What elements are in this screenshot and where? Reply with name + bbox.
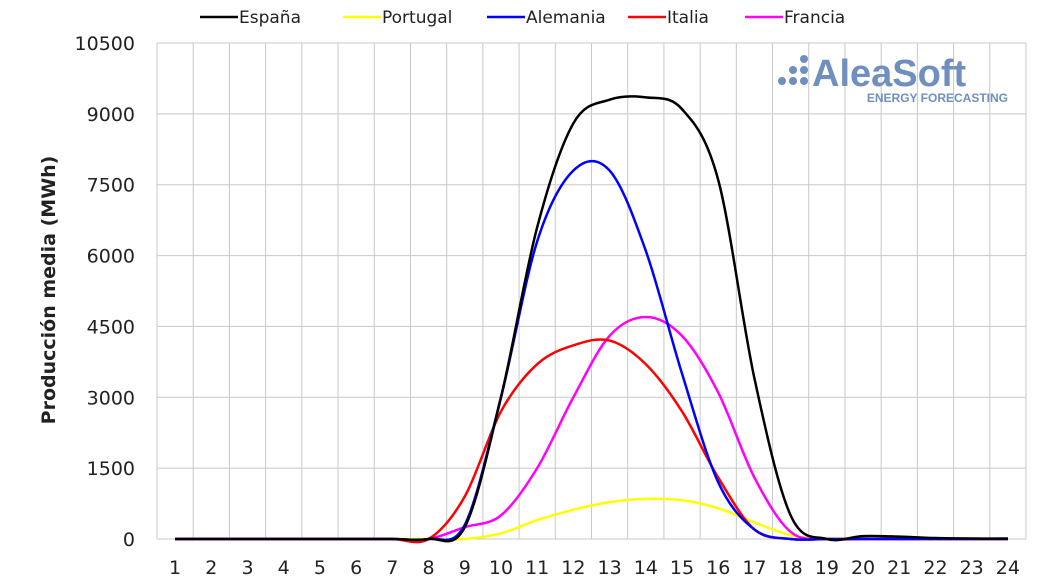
x-tick-label: 22 — [923, 557, 947, 576]
x-tick-label: 20 — [851, 557, 875, 576]
x-tick-label: 19 — [815, 557, 839, 576]
legend-item: Alemania — [487, 8, 606, 28]
logo-text: AleaSoft — [812, 53, 966, 95]
x-tick-label: 9 — [459, 557, 471, 576]
legend-label: Alemania — [526, 8, 606, 28]
logo-dots-icon — [778, 55, 808, 85]
x-tick-label: 12 — [561, 557, 585, 576]
aleasoft-logo: AleaSoft ENERGY FORECASTING — [778, 53, 1008, 105]
x-tick-label: 6 — [350, 557, 362, 576]
x-tick-label: 7 — [386, 557, 398, 576]
x-tick-label: 5 — [314, 557, 326, 576]
legend-label: Italia — [667, 8, 709, 28]
legend-label: Portugal — [382, 8, 452, 28]
x-tick-label: 11 — [525, 557, 549, 576]
legend-item: Italia — [628, 8, 709, 28]
grid-lines — [156, 42, 1027, 540]
legend-item: Portugal — [343, 8, 452, 28]
y-tick-label: 10500 — [75, 33, 135, 55]
x-tick-label: 16 — [706, 557, 730, 576]
x-tick-label: 18 — [779, 557, 803, 576]
y-axis-label: Producción media (MWh) — [38, 156, 60, 425]
legend-item: Francia — [745, 8, 845, 28]
x-tick-labels: 1 2 3 4 5 6 7 8 9 10 11 12 13 14 15 16 17 18 19 20 21 22 23 24 — [169, 557, 1020, 576]
x-tick-label: 4 — [278, 557, 290, 576]
y-tick-label: 3000 — [87, 387, 135, 409]
x-tick-label: 24 — [996, 557, 1020, 576]
y-tick-label: 4500 — [87, 316, 135, 338]
x-tick-label: 10 — [489, 557, 513, 576]
y-tick-label: 6000 — [87, 246, 135, 268]
y-tick-label: 0 — [123, 529, 135, 551]
x-tick-label: 21 — [887, 557, 911, 576]
y-tick-label: 9000 — [87, 104, 135, 126]
x-tick-label: 23 — [960, 557, 984, 576]
legend-item: España — [200, 8, 301, 28]
x-tick-label: 3 — [241, 557, 253, 576]
series-lines — [175, 94, 1008, 544]
x-tick-label: 15 — [670, 557, 694, 576]
y-tick-labels: 0 1500 3000 4500 6000 7500 9000 10500 — [75, 33, 135, 551]
x-tick-label: 14 — [634, 557, 658, 576]
x-tick-label: 17 — [742, 557, 766, 576]
logo-subtext: ENERGY FORECASTING — [867, 91, 1008, 105]
x-tick-label: 1 — [169, 557, 181, 576]
x-tick-label: 2 — [205, 557, 217, 576]
legend-label: Francia — [784, 8, 845, 28]
series-line-espana — [175, 94, 1008, 543]
x-tick-label: 8 — [423, 557, 435, 576]
y-tick-label: 1500 — [87, 458, 135, 480]
legend: España Portugal Alemania Italia Francia — [200, 8, 845, 28]
x-tick-label: 13 — [598, 557, 622, 576]
y-tick-label: 7500 — [87, 175, 135, 197]
legend-label: España — [239, 8, 301, 28]
